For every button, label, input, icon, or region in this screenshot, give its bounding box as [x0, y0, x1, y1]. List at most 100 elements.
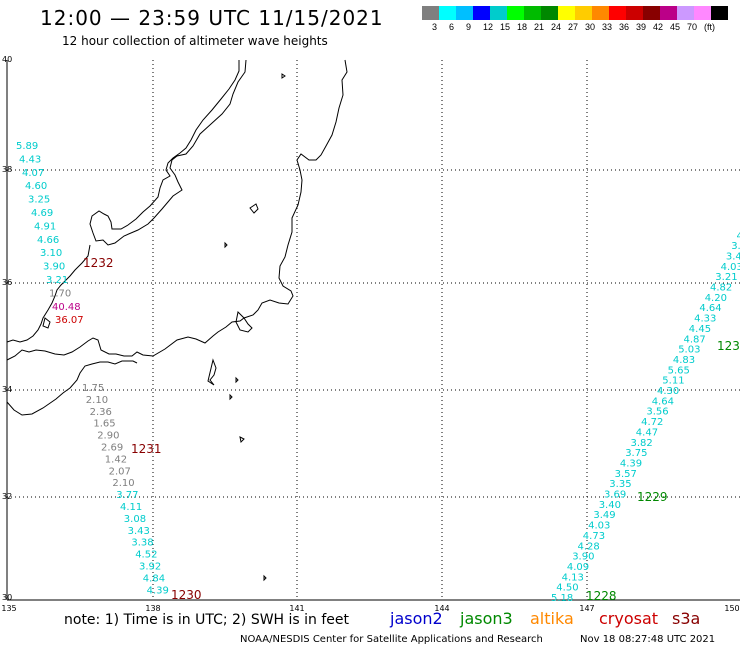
color-scale-label: 24	[551, 22, 562, 32]
color-scale-label: 9	[466, 22, 472, 32]
wave-height-label: 3.	[731, 241, 740, 252]
wave-height-label: 4.72	[641, 417, 663, 428]
wave-height-label: 2.10	[112, 478, 134, 489]
wave-height-label: 4.39	[620, 458, 642, 469]
footer-note: note: 1) Time is in UTC; 2) SWH is in fe…	[64, 612, 350, 628]
wave-height-label: 4.09	[567, 562, 589, 573]
lon-label-135: 135	[1, 604, 16, 613]
satellite-jason2: jason2	[390, 609, 443, 628]
lat-label-38: 38	[2, 165, 12, 174]
wave-height-label: 3.90	[572, 552, 594, 563]
wave-height-label: 4.87	[684, 334, 706, 345]
wave-height-label: 5.18	[551, 593, 573, 604]
color-scale-label: 21	[534, 22, 545, 32]
wave-height-label: 3.75	[625, 448, 647, 459]
wave-height-label: 4.28	[578, 541, 600, 552]
wave-height-label: 4.07	[22, 168, 44, 179]
color-scale-label: 15	[500, 22, 511, 32]
lat-label-34: 34	[2, 385, 12, 394]
wave-height-label: 5.89	[16, 141, 38, 152]
color-swatch	[490, 6, 507, 20]
wave-height-label: 5.11	[662, 376, 684, 387]
wave-height-label: 4.13	[562, 572, 584, 583]
lon-label-147: 147	[579, 604, 594, 613]
pass-time-labels: 1232 1231 1230 1229 1228 123	[83, 256, 740, 603]
color-scale-label: 27	[568, 22, 579, 32]
lon-label-141: 141	[289, 604, 304, 613]
lon-label-144: 144	[434, 604, 449, 613]
wave-height-label: 3.21	[46, 275, 68, 286]
wave-height-label: 4.64	[699, 303, 721, 314]
wave-height-label: 4.82	[710, 283, 732, 294]
wave-height-label: 4.91	[34, 221, 56, 232]
wave-height-label: 4.52	[135, 550, 157, 561]
color-swatch	[558, 6, 575, 20]
color-scale-label: 30	[585, 22, 596, 32]
wave-height-label: 3.43	[128, 526, 150, 537]
wave-height-label: 3.35	[609, 479, 631, 490]
wave-height-label: 3.21	[715, 272, 737, 283]
wave-height-label: 4.20	[705, 293, 727, 304]
color-swatch	[609, 6, 626, 20]
color-swatch	[524, 6, 541, 20]
wave-height-label: 4.66	[37, 235, 59, 246]
color-swatch	[677, 6, 694, 20]
wave-height-label: 3.10	[40, 248, 62, 259]
color-scale-label: 12	[483, 22, 494, 32]
color-swatch	[626, 6, 643, 20]
wave-height-label: 4.64	[652, 396, 674, 407]
coastline	[6, 59, 348, 582]
lon-gridlines	[152, 60, 588, 600]
wave-height-label: 5.03	[678, 345, 700, 356]
lat-label-36: 36	[2, 278, 12, 287]
wave-height-label: 1.42	[105, 454, 127, 465]
wave-height-label: 1.75	[82, 383, 104, 394]
color-scale-label: 45	[670, 22, 681, 32]
pass-time-1232: 1232	[83, 256, 114, 270]
pass-time-1231: 1231	[131, 442, 162, 456]
wave-height-label: 3.82	[631, 438, 653, 449]
wave-height-label: 40.48	[52, 302, 81, 313]
wave-height-label: 3.90	[43, 262, 65, 273]
color-swatch	[643, 6, 660, 20]
pass-time-1228: 1228	[586, 589, 617, 603]
wave-height-label: 3.49	[593, 510, 615, 521]
lon-label-150: 150	[724, 604, 739, 613]
wave-height-label: 4.73	[583, 531, 605, 542]
west-track-values: 5.89 4.43 4.07 4.60 3.25 4.69 4.91 4.66 3.10 3.90…	[16, 141, 169, 596]
wave-height-label: 4.84	[143, 573, 165, 584]
satellite-s3a: s3a	[672, 609, 701, 628]
lat-labels: 40 38 36 34 32 30	[2, 55, 12, 602]
color-scale-label: 70	[687, 22, 698, 32]
wave-height-label: 4	[737, 231, 740, 242]
wave-height-label: 4.50	[556, 583, 578, 594]
color-swatch	[439, 6, 456, 20]
wave-height-label: 5.65	[668, 365, 690, 376]
wave-height-label: 4.45	[689, 324, 711, 335]
color-swatch	[507, 6, 524, 20]
east-track-values: 5.184.504.134.093.904.284.734.033.493.40…	[551, 231, 740, 604]
color-swatch	[473, 6, 490, 20]
lat-label-30: 30	[2, 593, 12, 602]
wave-height-label: 4.03	[588, 521, 610, 532]
color-scale-label: 36	[619, 22, 630, 32]
pass-time-123: 123	[717, 339, 740, 353]
color-scale-label: 6	[449, 22, 455, 32]
wave-height-label: 4.83	[673, 355, 695, 366]
wave-height-label: 1.70	[49, 288, 71, 299]
wave-height-label: 3.40	[599, 500, 621, 511]
color-scale-bar	[422, 6, 728, 20]
wave-height-label: 2.90	[97, 431, 119, 442]
wave-height-label: 4.47	[636, 427, 658, 438]
wave-height-label: 4.43	[19, 154, 41, 165]
wave-height-label: 4.30	[657, 386, 679, 397]
wave-height-label: 3.56	[646, 407, 668, 418]
wave-height-label: 3.57	[615, 469, 637, 480]
lat-label-40: 40	[2, 55, 12, 64]
wave-height-label: 2.07	[109, 466, 131, 477]
wave-height-label: 3.25	[28, 195, 50, 206]
wave-height-label: 2.36	[90, 407, 112, 418]
wave-height-label: 3.92	[139, 562, 161, 573]
color-scale-label: (ft)	[704, 22, 715, 32]
